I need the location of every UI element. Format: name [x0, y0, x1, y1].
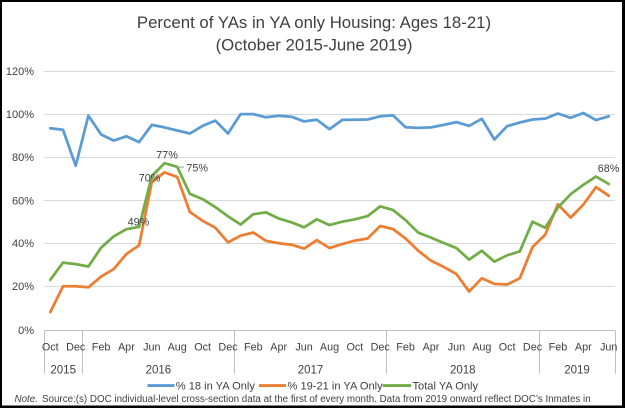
svg-text:(October 2015-June 2019): (October 2015-June 2019) [216, 35, 413, 54]
svg-text:Dec: Dec [371, 342, 391, 354]
svg-text:% 18 in YA Only: % 18 in YA Only [176, 380, 256, 392]
svg-text:Oct: Oct [42, 342, 59, 354]
svg-text:Oct: Oct [194, 342, 211, 354]
svg-text:Note.: Note. [15, 394, 38, 405]
svg-text:Total YA Only: Total YA Only [413, 380, 479, 392]
svg-text:Aug: Aug [472, 342, 491, 354]
svg-text:20%: 20% [12, 281, 34, 293]
svg-text:Apr: Apr [575, 342, 592, 354]
svg-text:0%: 0% [18, 325, 34, 337]
svg-text:40%: 40% [12, 238, 34, 250]
svg-text:2016: 2016 [146, 365, 172, 377]
svg-text:60%: 60% [12, 195, 34, 207]
svg-text:Jun: Jun [143, 342, 160, 354]
svg-text:Jun: Jun [448, 342, 465, 354]
svg-text:Percent of YAs in YA only Hous: Percent of YAs in YA only Housing: Ages … [137, 13, 491, 32]
svg-text:77%: 77% [156, 150, 178, 162]
svg-text:Source:(s) DOC individual-leve: Source:(s) DOC individual-level cross-se… [42, 394, 591, 405]
svg-text:Apr: Apr [118, 342, 135, 354]
svg-text:Feb: Feb [92, 342, 111, 354]
svg-text:Feb: Feb [244, 342, 263, 354]
svg-text:Dec: Dec [66, 342, 86, 354]
svg-text:Aug: Aug [168, 342, 187, 354]
svg-text:49%: 49% [128, 217, 150, 229]
svg-text:100%: 100% [6, 109, 34, 121]
svg-text:Apr: Apr [270, 342, 287, 354]
svg-text:Dec: Dec [218, 342, 238, 354]
svg-text:Aug: Aug [320, 342, 339, 354]
svg-text:2015: 2015 [50, 365, 76, 377]
svg-text:70%: 70% [139, 173, 161, 185]
svg-text:Oct: Oct [499, 342, 516, 354]
svg-text:Jun: Jun [600, 342, 617, 354]
svg-text:% 19-21 in YA Only: % 19-21 in YA Only [288, 380, 384, 392]
svg-text:Dec: Dec [523, 342, 543, 354]
svg-text:68%: 68% [598, 163, 620, 175]
svg-text:120%: 120% [6, 66, 34, 78]
svg-text:Feb: Feb [549, 342, 568, 354]
svg-text:Apr: Apr [423, 342, 440, 354]
svg-text:2017: 2017 [298, 365, 324, 377]
svg-text:Feb: Feb [396, 342, 415, 354]
svg-text:2019: 2019 [564, 365, 590, 377]
svg-text:80%: 80% [12, 152, 34, 164]
svg-text:Jun: Jun [295, 342, 312, 354]
svg-text:75%: 75% [186, 162, 208, 174]
svg-text:Oct: Oct [347, 342, 364, 354]
svg-text:2018: 2018 [450, 365, 476, 377]
